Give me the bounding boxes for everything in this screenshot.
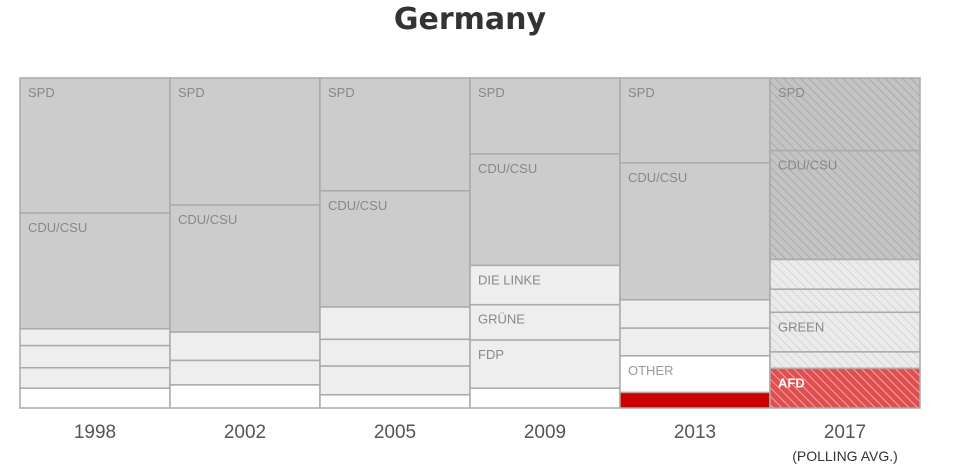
bar-segment-2017-segment-3 bbox=[769, 288, 921, 314]
segment-label-1998-cdu-csu: CDU/CSU bbox=[28, 220, 87, 235]
bar-segment-1998-segment-2 bbox=[19, 328, 171, 347]
bar-segment-2017-green bbox=[769, 311, 921, 353]
bar-segment-2002-spd bbox=[169, 77, 321, 206]
segment-label-2013-spd: SPD bbox=[628, 85, 655, 100]
bar-segment-2013-segment-2 bbox=[619, 299, 771, 329]
segment-label-2009-fdp: FDP bbox=[478, 347, 504, 362]
column-2005: SPD CDU/CSU bbox=[319, 77, 471, 409]
bar-segment-2009-die-linke bbox=[469, 264, 621, 306]
segment-label-2002-spd: SPD bbox=[178, 85, 205, 100]
column-2017: SPD CDU/CSU GREEN AFD bbox=[769, 77, 921, 409]
year-sublabel-2017: (POLLING AVG.) bbox=[792, 448, 898, 464]
segment-label-2017-afd: AFD bbox=[778, 375, 805, 390]
bar-segment-1998-spd bbox=[19, 77, 171, 214]
segment-label-2009-spd: SPD bbox=[478, 85, 505, 100]
bar-segment-1998-segment-3 bbox=[19, 344, 171, 369]
bar-segment-2009-segment-5 bbox=[469, 387, 621, 409]
year-label-1998: 1998 bbox=[74, 422, 116, 443]
segment-label-2017-spd: SPD bbox=[778, 85, 805, 100]
bar-segment-2009-cdu-csu bbox=[469, 153, 621, 267]
bar-segment-2017-segment-2 bbox=[769, 258, 921, 290]
segment-label-2013-other: OTHER bbox=[628, 363, 674, 378]
bar-segment-2005-segment-2 bbox=[319, 306, 471, 341]
bar-segment-2017-cdu-csu bbox=[769, 149, 921, 261]
bars-group: SPD CDU/CSU SPD CDU/CSU SPD CDU/CSU SPD CDU/CSU… bbox=[19, 77, 921, 409]
bar-segment-2013-cdu-csu bbox=[619, 162, 771, 301]
bar-segment-2002-segment-3 bbox=[169, 359, 321, 386]
year-label-2005: 2005 bbox=[374, 422, 416, 443]
bar-segment-1998-segment-4 bbox=[19, 366, 171, 389]
year-labels-group: 1998 2002 2005 2009 2013 2017 (POLLING AVG.) bbox=[74, 422, 898, 464]
year-label-2013: 2013 bbox=[674, 422, 716, 443]
bar-segment-2013-other bbox=[619, 355, 771, 394]
column-2002: SPD CDU/CSU bbox=[169, 77, 321, 409]
segment-label-2017-cdu-csu: CDU/CSU bbox=[778, 158, 837, 173]
year-label-2009: 2009 bbox=[524, 422, 566, 443]
bar-segment-2002-segment-4 bbox=[169, 384, 321, 409]
year-label-2017: 2017 bbox=[824, 422, 866, 443]
bar-segment-2002-segment-2 bbox=[169, 331, 321, 362]
column-1998: SPD CDU/CSU bbox=[19, 77, 171, 409]
segment-label-2005-cdu-csu: CDU/CSU bbox=[328, 198, 387, 213]
bar-segment-2005-segment-5 bbox=[319, 394, 471, 409]
bar-segment-2017-afd bbox=[769, 367, 921, 409]
segment-label-1998-spd: SPD bbox=[28, 85, 55, 100]
chart-title: Germany bbox=[393, 2, 547, 37]
segment-label-2005-spd: SPD bbox=[328, 85, 355, 100]
bar-segment-2013-segment-5 bbox=[619, 391, 771, 409]
bar-segment-2013-spd bbox=[619, 77, 771, 164]
segment-label-2009-die-linke: DIE LINKE bbox=[478, 272, 541, 287]
segment-label-2013-cdu-csu: CDU/CSU bbox=[628, 170, 687, 185]
bar-segment-2017-spd bbox=[769, 77, 921, 152]
bar-segment-1998-cdu-csu bbox=[19, 212, 171, 330]
bar-segment-2005-segment-4 bbox=[319, 365, 471, 396]
bar-segment-2009-spd bbox=[469, 77, 621, 155]
column-2013: SPD CDU/CSU OTHER bbox=[619, 77, 771, 409]
bar-segment-2005-segment-3 bbox=[319, 338, 471, 367]
year-label-2002: 2002 bbox=[224, 422, 266, 443]
bar-segment-2013-segment-3 bbox=[619, 327, 771, 357]
bar-segment-2009-grüne bbox=[469, 303, 621, 341]
segment-label-2002-cdu-csu: CDU/CSU bbox=[178, 212, 237, 227]
bar-segment-2002-cdu-csu bbox=[169, 204, 321, 333]
segment-label-2009-cdu-csu: CDU/CSU bbox=[478, 161, 537, 176]
bar-segment-2017-segment-5 bbox=[769, 351, 921, 370]
bar-segment-1998-segment-5 bbox=[19, 387, 171, 409]
column-2009: SPD CDU/CSU DIE LINKE GRÜNE FDP bbox=[469, 77, 621, 409]
segment-label-2017-green: GREEN bbox=[778, 319, 824, 334]
segment-label-2009-grüne: GRÜNE bbox=[478, 312, 525, 327]
